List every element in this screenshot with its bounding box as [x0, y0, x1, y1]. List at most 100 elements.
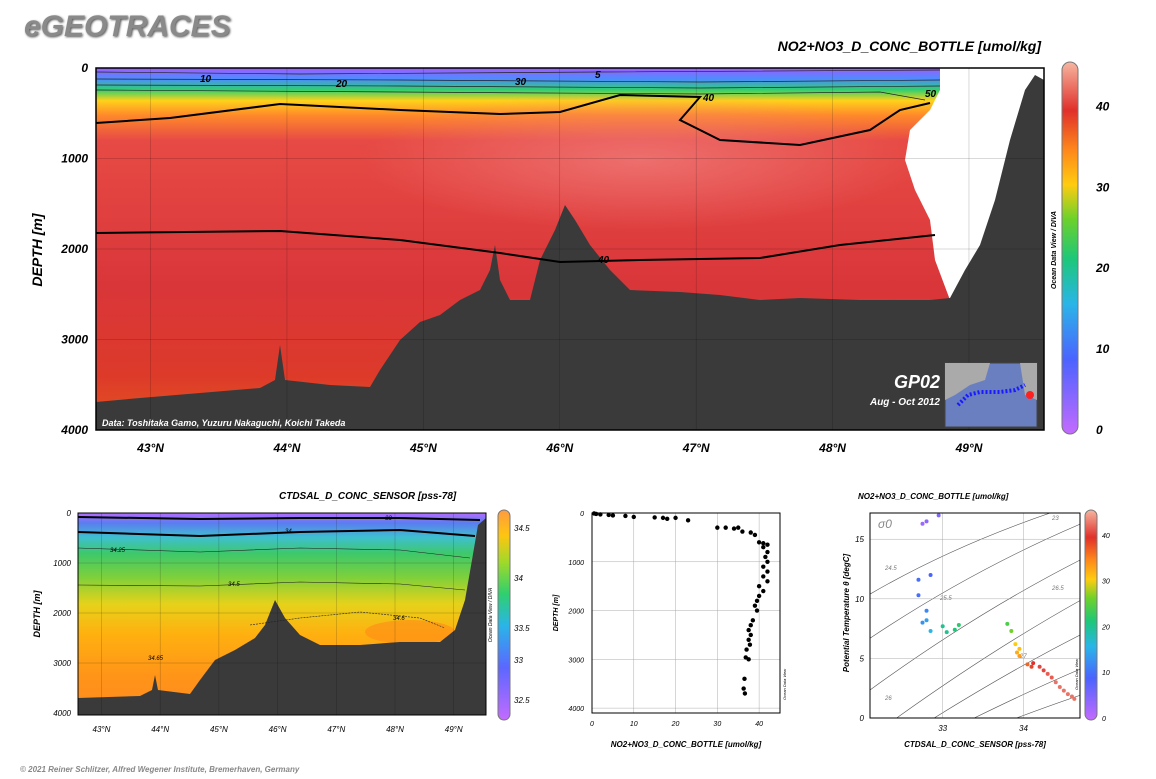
profile-x-ticks: 0 10 20 30 40: [590, 721, 763, 728]
salinity-odv-label: Ocean Data View / DIVA: [488, 587, 494, 642]
salinity-ylabel: DEPTH [m]: [32, 589, 42, 637]
data-point: [606, 512, 611, 518]
data-point: [944, 630, 949, 635]
data-point: [956, 623, 961, 628]
data-point: [765, 579, 770, 584]
y-tick-label: 0: [81, 61, 88, 75]
profile-xlabel: NO2+NO3_D_CONC_BOTTLE [umol/kg]: [611, 740, 762, 749]
x-tick-label: 47°N: [682, 441, 710, 455]
y-tick-label: 3000: [53, 659, 71, 668]
data-point: [765, 549, 770, 555]
contour-34-5: [77, 581, 466, 591]
data-point: [756, 593, 762, 599]
y-tick-label: 1000: [53, 559, 71, 568]
data-point: [928, 628, 933, 633]
ts-isopycnal-labels: 23 24.5 25.5 26 26.5 27: [884, 516, 1064, 702]
data-point: [765, 542, 770, 547]
y-tick-label: 2000: [567, 609, 584, 616]
data-point: [752, 603, 758, 608]
data-point: [754, 608, 760, 613]
data-point: [750, 618, 756, 623]
isopycnal: [870, 523, 1080, 639]
contour-label: 34.65: [148, 656, 164, 662]
data-point: [740, 529, 745, 534]
x-tick-label: 43°N: [93, 725, 111, 734]
x-tick-label: 30: [713, 721, 721, 728]
y-tick-label: 0: [67, 509, 72, 518]
data-point: [1017, 654, 1022, 659]
salinity-frame: [77, 512, 487, 716]
contour-20: [95, 84, 941, 89]
ts-chart: 23 24.5 25.5 26 26.5 27 σ0 0 5 10 15 33 34 P…: [842, 509, 1110, 749]
main-contour-labels: 10 20 30 5 40 50 40: [200, 70, 937, 266]
x-tick-label: 44°N: [273, 441, 301, 455]
x-tick-label: 44°N: [151, 725, 169, 734]
data-point: [1065, 692, 1070, 697]
contour-label: 5: [595, 70, 601, 81]
x-tick-label: 10: [630, 721, 638, 728]
main-glow: [360, 90, 920, 230]
main-chart-title: NO2+NO3_D_CONC_BOTTLE [umol/kg]: [777, 38, 1041, 54]
x-tick-label: 33: [938, 724, 947, 733]
profile-y-ticks: 0 1000 2000 3000 4000: [567, 511, 584, 713]
y-tick-label: 3000: [61, 333, 88, 347]
contour-label: 40: [597, 255, 610, 266]
main-x-ticks: 43°N 44°N 45°N 46°N 47°N 48°N 49°N: [136, 441, 983, 455]
ts-points: [916, 513, 1077, 701]
data-point: [936, 513, 941, 518]
data-point: [631, 514, 636, 520]
data-point: [1061, 688, 1066, 693]
isopycnal: [973, 668, 1080, 718]
data-point: [1057, 685, 1062, 690]
ts-odv-label: Ocean Data View: [1074, 658, 1079, 690]
data-point: [598, 512, 603, 517]
data-point: [765, 569, 770, 574]
contour-34: [77, 528, 476, 538]
ts-ylabel: Potential Temperature θ [degC]: [842, 553, 851, 672]
contour-34-6: [249, 611, 446, 629]
salinity-section-chart: 33 34 34.25 34.5 34.6 34.65 DEPTH [m] 0 1…: [32, 509, 530, 734]
data-point: [741, 686, 746, 691]
data-point: [924, 618, 929, 623]
data-point: [1049, 675, 1054, 680]
data-point: [1005, 621, 1010, 626]
colorbar-tick-label: 32.5: [514, 696, 530, 705]
colorbar-tick-label: 10: [1102, 670, 1110, 677]
data-point: [748, 530, 753, 535]
data-point: [723, 525, 728, 530]
data-point: [752, 532, 758, 538]
salinity-grid: [78, 513, 486, 715]
contour-33: [77, 516, 481, 521]
data-point: [1029, 664, 1034, 669]
x-tick-label: 43°N: [136, 441, 164, 455]
inset-track: [956, 383, 1026, 407]
data-point: [747, 642, 753, 647]
data-point: [744, 647, 749, 652]
main-seafloor: [96, 75, 1044, 430]
ts-xlabel: CTDSAL_D_CONC_SENSOR [pss-78]: [904, 740, 1046, 749]
y-tick-label: 2000: [52, 609, 71, 618]
isopycnal: [933, 634, 1080, 718]
main-y-ticks: 0 1000 2000 3000 4000: [60, 61, 88, 437]
data-point: [761, 564, 766, 569]
contour-label: 34: [285, 529, 292, 535]
copyright-note: © 2021 Reiner Schlitzer, Alfred Wegener …: [20, 765, 300, 774]
main-credit: Data: Toshitaka Gamo, Yuzuru Nakaguchi, …: [102, 418, 345, 428]
data-point: [763, 554, 768, 560]
profile-ylabel: DEPTH [m]: [553, 594, 560, 631]
colorbar-tick-label: 34.5: [514, 524, 530, 533]
data-point: [665, 516, 670, 522]
colorbar-tick-label: 0: [1102, 716, 1106, 723]
data-point: [610, 513, 616, 518]
main-section-chart: 10 20 30 5 40 50 40 Data: Toshitaka Gamo…: [29, 61, 1110, 455]
colorbar-tick-label: 33.5: [514, 624, 530, 633]
data-point: [748, 622, 753, 628]
colorbar-tick-label: 40: [1102, 533, 1110, 540]
y-tick-label: 5: [860, 654, 865, 663]
data-point: [1045, 671, 1050, 676]
data-point: [593, 511, 599, 517]
data-point: [746, 657, 751, 662]
y-tick-label: 0: [580, 511, 584, 518]
ts-colorbar: [1084, 509, 1098, 721]
data-point: [746, 637, 751, 643]
